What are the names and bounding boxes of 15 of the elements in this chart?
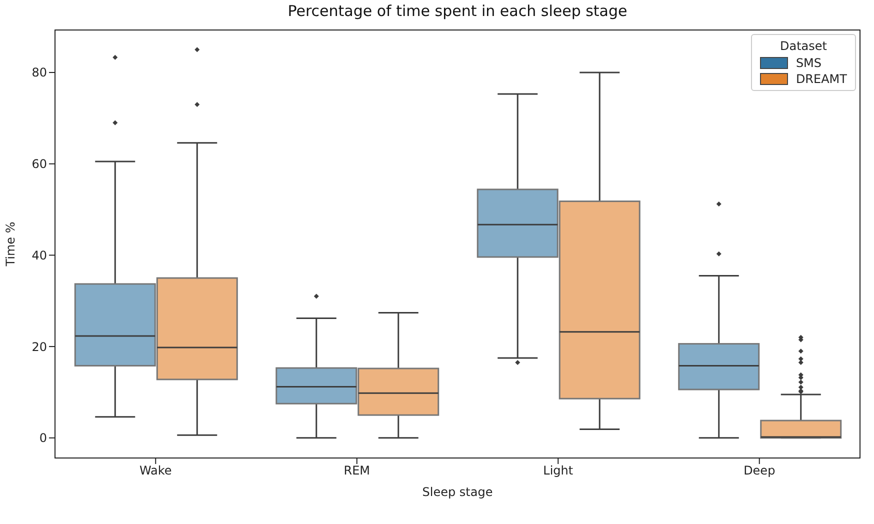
x-tick-label: REM [344,464,370,478]
y-axis-title: Time % [3,222,18,268]
legend-label: SMS [796,56,822,70]
legend-label: DREAMT [796,72,847,86]
x-tick-label: Deep [744,464,776,478]
x-axis-title: Sleep stage [422,485,493,499]
y-tick-label: 40 [32,248,47,262]
y-tick-label: 20 [32,340,47,354]
chart-title: Percentage of time spent in each sleep stage [286,2,628,20]
y-tick-label: 0 [39,431,47,446]
y-tick-label: 60 [32,157,47,172]
x-tick-label: Light [543,464,574,478]
x-tick-label: Wake [139,464,172,478]
legend-title: Dataset [778,39,828,53]
y-tick-label: 80 [32,66,47,80]
